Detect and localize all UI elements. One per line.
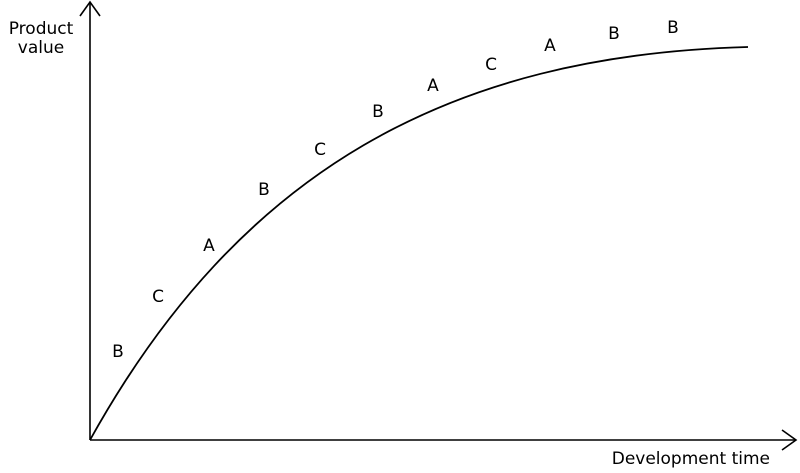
value-curve (89, 46, 749, 441)
curve-label: B (258, 180, 270, 200)
y-axis-arrow (79, 0, 101, 17)
curve-label: B (667, 18, 679, 38)
curve-label: A (427, 76, 439, 96)
curve-label: C (485, 55, 497, 75)
curve-label: B (608, 24, 620, 44)
curve-label: C (314, 140, 326, 160)
curve-label: A (203, 236, 215, 256)
curve-label: B (372, 102, 384, 122)
curve-label: A (544, 36, 556, 56)
curve-label: B (112, 342, 124, 362)
x-axis-arrow (781, 429, 798, 451)
y-axis-label: Product value (8, 19, 74, 58)
x-axis-label: Development time (611, 449, 770, 469)
curve-label: C (152, 287, 164, 307)
